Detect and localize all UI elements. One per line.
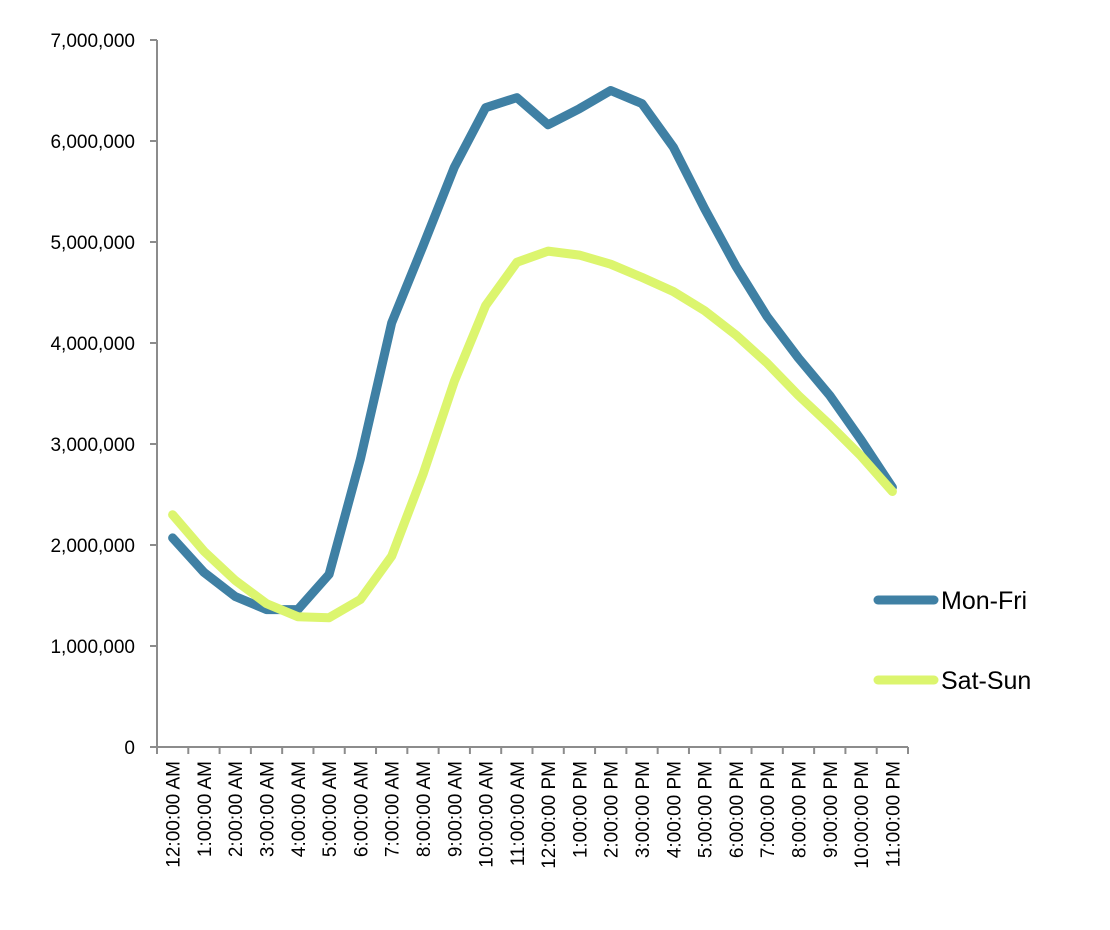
legend-label: Mon-Fri (941, 587, 1027, 615)
x-tick-label: 8:00:00 PM (789, 761, 810, 858)
y-tick-label: 1,000,000 (50, 637, 135, 658)
x-tick-label: 10:00:00 PM (852, 761, 873, 869)
x-tick-label: 3:00:00 AM (258, 761, 279, 857)
y-tick-label: 5,000,000 (50, 233, 135, 254)
x-tick-label: 3:00:00 PM (633, 761, 654, 858)
x-tick-label: 11:00:00 AM (508, 761, 529, 866)
y-tick-label: 6,000,000 (50, 132, 135, 153)
y-tick-label: 0 (124, 738, 135, 759)
x-tick-label: 11:00:00 PM (883, 761, 904, 867)
x-tick-label: 5:00:00 PM (696, 761, 717, 858)
x-axis: 12:00:00 AM 1:00:00 AM 2:00:00 AM 3:00:00 A… (156, 746, 909, 869)
y-axis: 0 1,000,000 2,000,000 3,000,000 4,000,000 5,0… (50, 31, 158, 759)
legend: Mon-Fri Sat-Sun (873, 587, 1031, 695)
x-tick-label: 2:00:00 AM (226, 761, 247, 857)
x-tick-label: 9:00:00 AM (445, 761, 466, 857)
x-tick-label: 7:00:00 PM (758, 761, 779, 858)
x-tick-label: 7:00:00 AM (383, 761, 404, 857)
x-tick-label: 6:00:00 AM (351, 761, 372, 857)
x-tick-label: 10:00:00 AM (477, 761, 498, 868)
x-tick-label: 12:00:00 PM (539, 761, 560, 869)
x-tick-label: 2:00:00 PM (602, 761, 623, 858)
series-line-mon-fri (168, 86, 897, 615)
y-tick-label: 3,000,000 (50, 435, 135, 456)
series-line-sat-sun (168, 246, 897, 623)
x-tick-label: 4:00:00 AM (289, 761, 310, 857)
x-tick-label: 12:00:00 AM (164, 761, 185, 868)
y-tick-label: 2,000,000 (50, 536, 135, 557)
y-tick-label: 4,000,000 (50, 334, 135, 355)
x-tick-label: 1:00:00 PM (570, 761, 591, 858)
x-tick-label: 1:00:00 AM (195, 761, 216, 857)
series-layer (168, 86, 897, 623)
x-tick-label: 5:00:00 AM (320, 761, 341, 857)
x-tick-label: 6:00:00 PM (727, 761, 748, 858)
legend-label: Sat-Sun (941, 667, 1031, 695)
x-tick-label: 9:00:00 PM (821, 761, 842, 858)
x-tick-label: 8:00:00 AM (414, 761, 435, 857)
x-tick-label: 4:00:00 PM (664, 761, 685, 858)
y-tick-label: 7,000,000 (50, 31, 135, 52)
